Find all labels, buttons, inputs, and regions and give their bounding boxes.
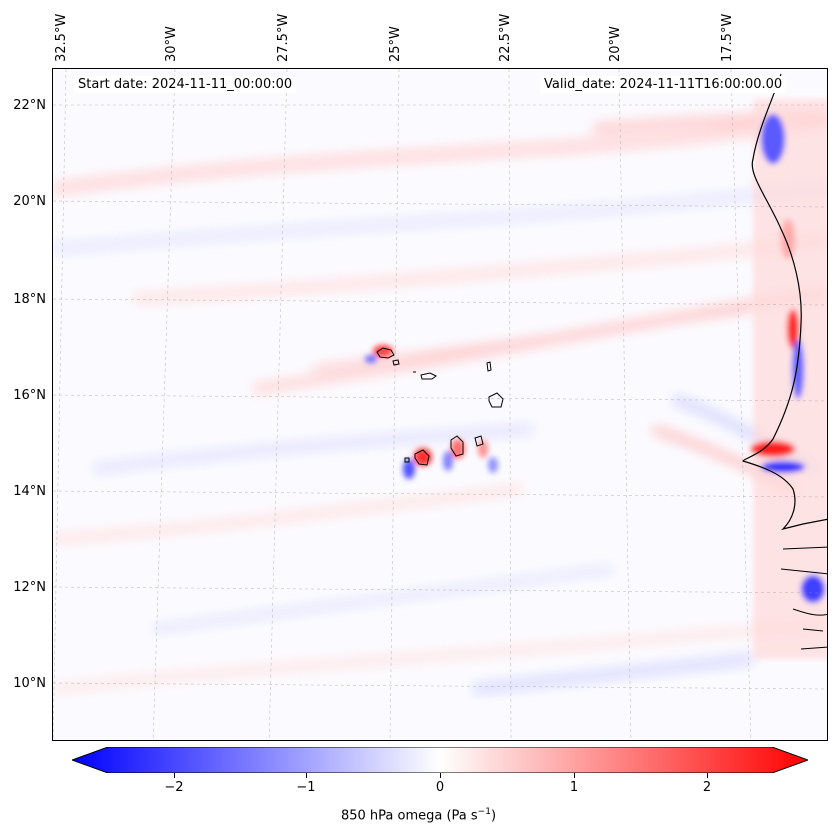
african-coastline bbox=[742, 73, 827, 531]
colorbar-label: 850 hPa omega (Pa s−1) bbox=[0, 807, 837, 823]
start-date-label: Start date: 2024-11-11_00:00:00 bbox=[74, 76, 297, 93]
colorbar-tick-label: 1 bbox=[569, 780, 579, 795]
valid-date-label: Valid_date: 2024-11-11T16:00:00.00 bbox=[540, 76, 787, 93]
colorbar-tickmark bbox=[174, 773, 175, 778]
colorbar bbox=[72, 747, 808, 773]
omega-field-streaks bbox=[53, 112, 827, 695]
colorbar-gradient bbox=[72, 747, 808, 773]
colorbar-tick-label: −1 bbox=[296, 780, 316, 795]
lon-label-17-5w: 17.5°W bbox=[720, 13, 735, 62]
colorbar-label-end: ) bbox=[490, 808, 497, 824]
coastal-band bbox=[751, 99, 827, 659]
omega-field-svg bbox=[53, 69, 827, 740]
colorbar-tickmark bbox=[574, 773, 575, 778]
lat-label-12n: 12°N bbox=[13, 580, 46, 595]
lat-label-16n: 16°N bbox=[13, 388, 46, 403]
colorbar-tickmark bbox=[306, 773, 307, 778]
colorbar-tick-label: 2 bbox=[702, 780, 712, 795]
lon-label-20w: 20°W bbox=[608, 26, 623, 62]
lon-label-25w: 25°W bbox=[388, 26, 403, 62]
lat-label-22n: 22°N bbox=[13, 98, 46, 113]
cape-verde-islands bbox=[376, 347, 504, 466]
colorbar-tick-label: −2 bbox=[164, 780, 184, 795]
lat-label-14n: 14°N bbox=[13, 484, 46, 499]
lon-label-32-5w: 32.5°W bbox=[54, 13, 69, 62]
colorbar-label-main: 850 hPa omega (Pa s bbox=[340, 808, 478, 824]
lat-label-10n: 10°N bbox=[13, 676, 46, 691]
lon-label-27-5w: 27.5°W bbox=[276, 13, 291, 62]
colorbar-tickmark bbox=[440, 773, 441, 778]
colorbar-tick-label: 0 bbox=[435, 780, 445, 795]
guinea-coastline bbox=[780, 546, 827, 650]
colorbar-label-sup: −1 bbox=[477, 807, 491, 817]
graticule bbox=[53, 69, 827, 740]
lon-label-30w: 30°W bbox=[164, 26, 179, 62]
omega-map-panel bbox=[52, 68, 828, 741]
colorbar-tickmark bbox=[707, 773, 708, 778]
lat-label-18n: 18°N bbox=[13, 292, 46, 307]
lon-label-22-5w: 22.5°W bbox=[498, 13, 513, 62]
lat-label-20n: 20°N bbox=[13, 194, 46, 209]
